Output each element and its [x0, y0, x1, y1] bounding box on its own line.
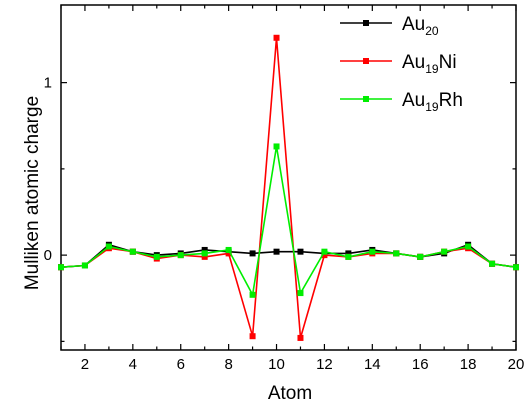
legend-swatch-marker — [363, 96, 369, 102]
data-point — [177, 252, 184, 259]
data-point — [345, 253, 352, 260]
y-axis-title: Mulliken atomic charge — [22, 96, 43, 290]
legend-swatch-marker — [363, 58, 369, 64]
x-tick-label: 6 — [177, 356, 185, 373]
data-point — [441, 248, 448, 255]
data-point — [393, 250, 400, 257]
x-tick-label: 2 — [81, 356, 89, 373]
data-point — [273, 143, 280, 150]
data-point — [225, 250, 232, 257]
data-point — [297, 334, 304, 341]
data-point — [249, 291, 256, 298]
legend-label: Au20 — [402, 14, 439, 38]
data-point — [321, 248, 328, 255]
series-line — [60, 146, 517, 298]
y-tick-label: 1 — [44, 75, 52, 92]
data-point — [249, 250, 256, 257]
legend-item: Au19Rh — [340, 90, 463, 114]
data-point — [489, 260, 496, 267]
data-point — [273, 34, 280, 41]
data-point — [58, 264, 64, 271]
legend: Au20 Au19Ni Au19Rh — [340, 14, 463, 114]
data-point — [201, 246, 208, 253]
data-point — [153, 253, 160, 260]
legend-item: Au19Ni — [340, 52, 457, 76]
data-point — [465, 243, 472, 250]
x-tick-label: 18 — [460, 356, 477, 373]
data-point — [321, 252, 328, 259]
data-point — [273, 248, 280, 255]
axes: 2 4 6 8 10 12 14 16 18 20 0 1 — [44, 4, 525, 373]
data-point — [369, 248, 376, 255]
x-tick-label: 20 — [508, 356, 525, 373]
data-point — [225, 246, 232, 253]
data-point — [297, 248, 304, 255]
x-tick-label: 4 — [129, 356, 137, 373]
series-au19ni — [58, 34, 519, 341]
legend-label: Au19Rh — [402, 90, 463, 114]
series-au19rh — [58, 143, 519, 298]
x-axis-title: Atom — [268, 383, 312, 404]
x-tick-label: 14 — [364, 356, 381, 373]
x-tick-label: 10 — [268, 356, 285, 373]
data-point — [201, 253, 208, 260]
data-point — [513, 264, 519, 271]
x-tick-label: 16 — [412, 356, 429, 373]
legend-swatch-marker — [363, 20, 369, 26]
data-point — [345, 250, 352, 257]
legend-item: Au20 — [340, 14, 439, 38]
x-tick-label: 8 — [224, 356, 232, 373]
data-point — [105, 243, 112, 250]
data-point — [249, 333, 256, 340]
data-point — [129, 248, 136, 255]
series-au20 — [58, 241, 519, 271]
series-line — [60, 37, 517, 339]
data-point — [81, 262, 88, 269]
data-point — [417, 253, 424, 260]
legend-label: Au19Ni — [402, 52, 457, 76]
series-layer — [58, 34, 519, 341]
data-point — [297, 290, 304, 297]
y-tick-label: 0 — [44, 247, 52, 264]
x-tick-label: 12 — [316, 356, 333, 373]
data-point — [201, 250, 208, 257]
plot-frame — [60, 4, 517, 351]
series-line — [60, 243, 517, 268]
